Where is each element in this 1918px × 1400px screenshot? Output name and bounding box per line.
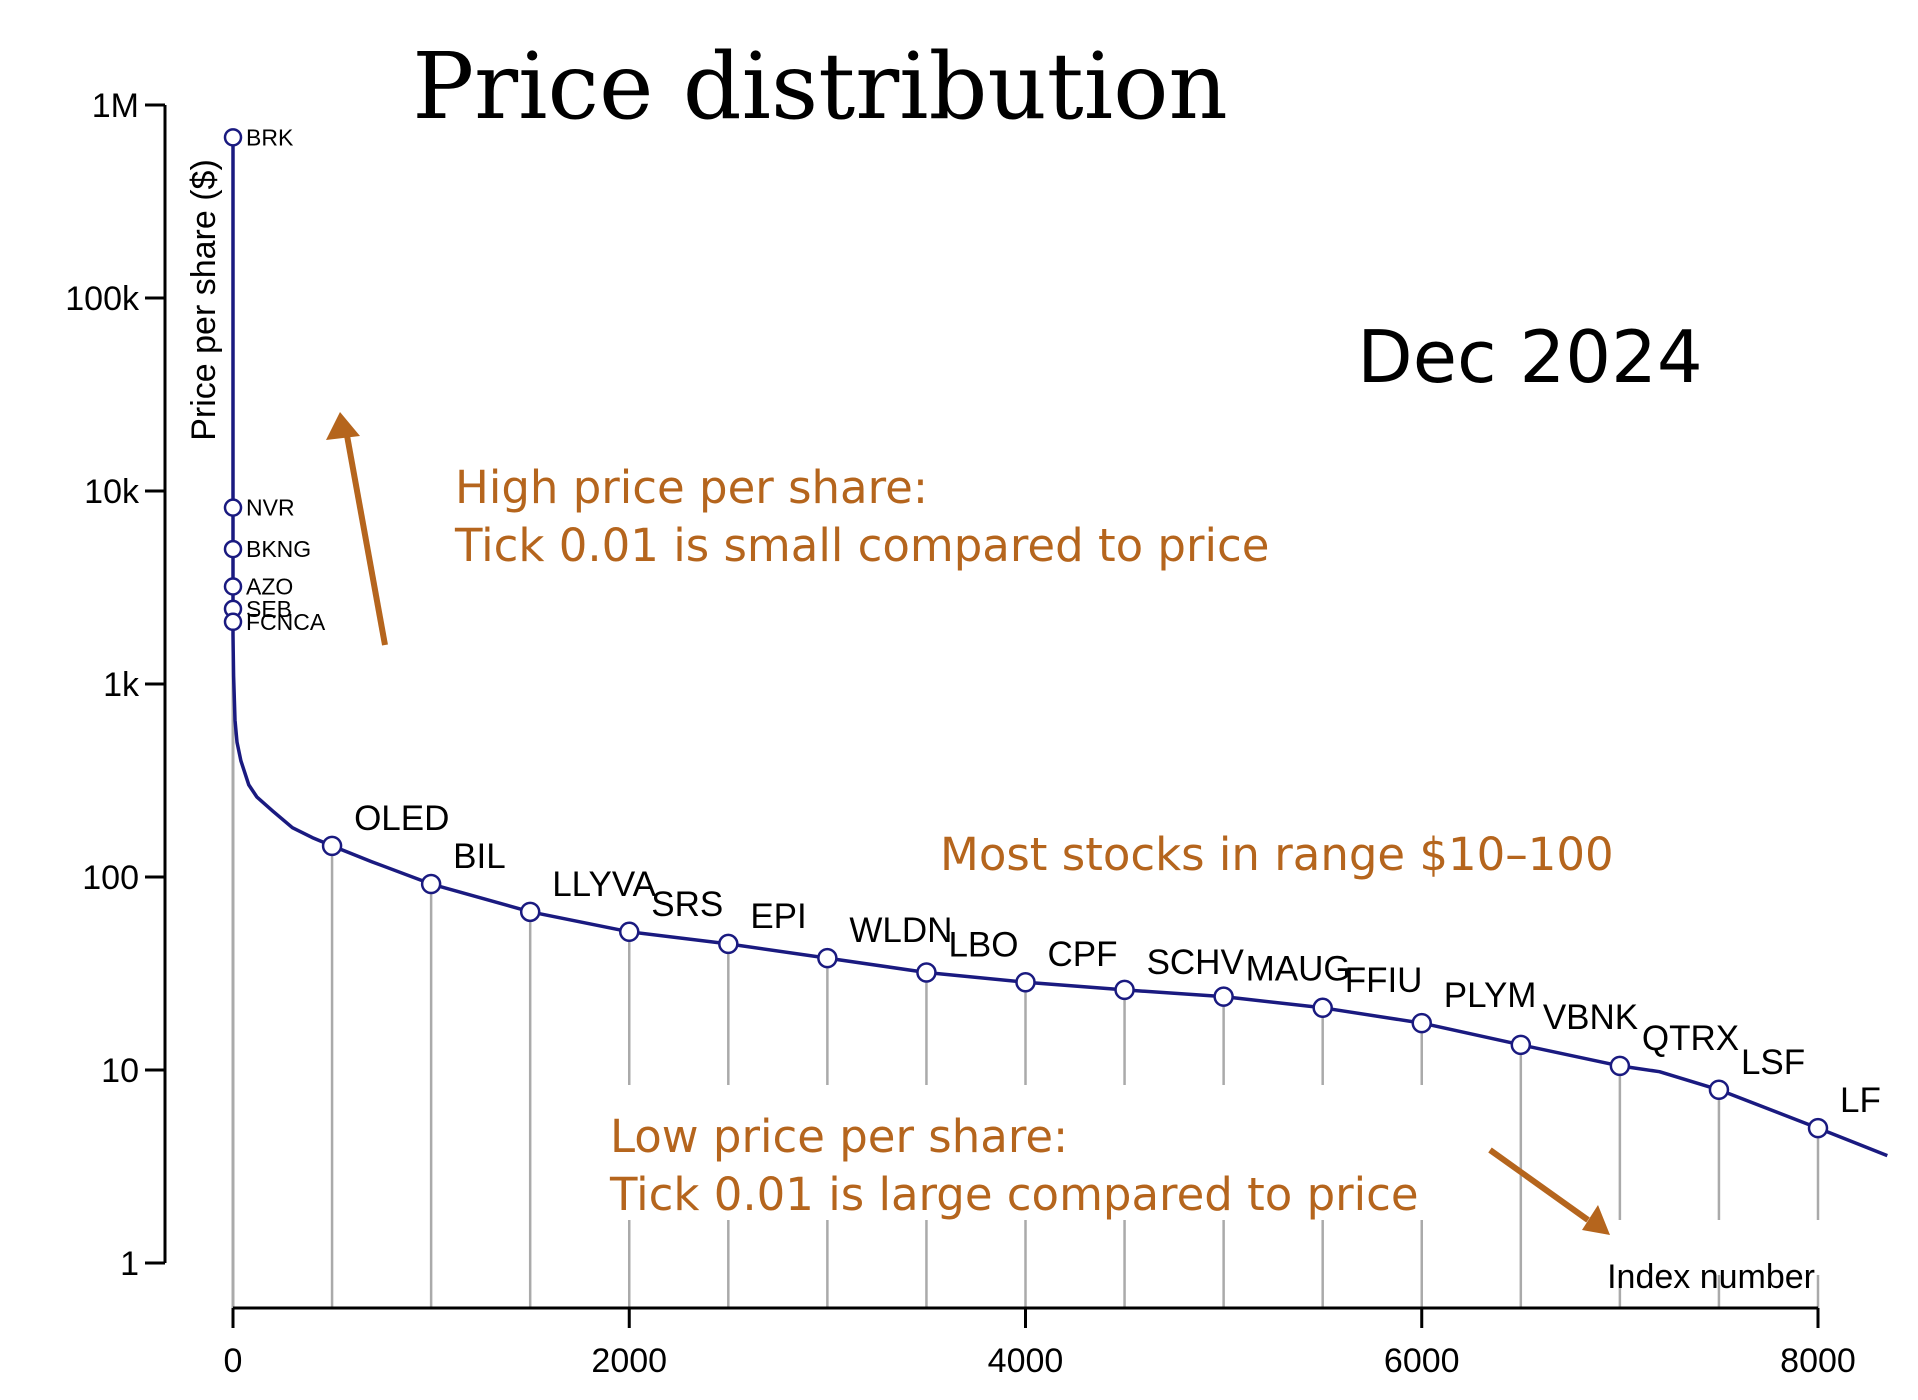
- price-curve: [231, 137, 1888, 1158]
- point-label-fcnca: FCNCA: [246, 609, 326, 635]
- data-point-vbnk: [1510, 1034, 1532, 1056]
- data-point-maug: [1213, 986, 1234, 1007]
- annotation-mid: Most stocks in range $10–100: [940, 828, 1614, 881]
- data-point-brk: [223, 128, 243, 147]
- point-label-seb: SEB: [246, 596, 292, 622]
- axes: 1 10 100 1k 10k 100k 1M 0 2000 4000 6000 8000: [65, 87, 1856, 1380]
- data-point-oled: [321, 835, 343, 857]
- x-tick-label: 8000: [1780, 1342, 1856, 1380]
- point-label-lf: LF: [1840, 1081, 1881, 1120]
- y-tick-label: 1: [120, 1245, 139, 1283]
- chart-title: Price distribution: [412, 33, 1228, 140]
- point-label-bil: BIL: [453, 837, 506, 876]
- y-tick-label: 10: [101, 1052, 139, 1090]
- y-tick-label: 10k: [84, 473, 140, 511]
- x-axis-label: Index number: [1607, 1258, 1815, 1296]
- point-label-bkng: BKNG: [246, 536, 311, 562]
- data-point-azo: [223, 577, 243, 596]
- annotation-high-line2: Tick 0.01 is small compared to price: [454, 519, 1269, 572]
- point-label-lbo: LBO: [948, 926, 1018, 965]
- data-point-srs: [619, 921, 640, 943]
- y-tick-label: 1M: [92, 87, 139, 125]
- data-point-bil: [420, 873, 442, 895]
- point-label-cpf: CPF: [1048, 935, 1118, 974]
- data-point-qtrx: [1609, 1055, 1631, 1077]
- point-label-plym: PLYM: [1444, 976, 1537, 1015]
- data-point-wldn: [817, 947, 838, 969]
- point-label-schv: SCHV: [1147, 943, 1245, 982]
- point-label-oled: OLED: [354, 799, 449, 838]
- arrow-up-icon: [326, 412, 388, 646]
- y-axis-label: Price per share ($): [185, 159, 223, 441]
- y-tick-label: 100k: [65, 280, 140, 318]
- data-point-lf: [1807, 1117, 1829, 1139]
- data-point-schv: [1114, 979, 1135, 1001]
- point-label-wldn: WLDN: [849, 911, 952, 950]
- data-point-ffiu: [1312, 997, 1333, 1019]
- data-point-lbo: [916, 962, 937, 983]
- point-label-maug: MAUG: [1246, 950, 1351, 989]
- data-point-nvr: [223, 498, 243, 517]
- point-label-lsf: LSF: [1741, 1043, 1805, 1082]
- series: [231, 137, 1888, 1158]
- arrow-down-icon: [1488, 1147, 1610, 1235]
- point-label-ffiu: FFIU: [1345, 961, 1423, 1000]
- point-label-nvr: NVR: [246, 495, 295, 521]
- point-label-vbnk: VBNK: [1543, 998, 1638, 1037]
- x-tick-label: 2000: [591, 1342, 667, 1380]
- x-tick-label: 0: [224, 1342, 243, 1380]
- period-label: Dec 2024: [1357, 315, 1702, 399]
- annotation-low-line2: Tick 0.01 is large compared to price: [609, 1168, 1419, 1221]
- point-label-brk: BRK: [246, 124, 294, 150]
- annotation-high-line1: High price per share:: [455, 461, 928, 514]
- y-tick-label: 100: [82, 859, 139, 897]
- data-point-plym: [1411, 1012, 1432, 1034]
- x-tick-label: 6000: [1384, 1342, 1460, 1380]
- data-point-epi: [718, 933, 739, 955]
- x-tick-label: 4000: [988, 1342, 1064, 1380]
- point-label-epi: EPI: [750, 897, 806, 936]
- point-label-azo: AZO: [246, 574, 293, 600]
- annotation-low-line1: Low price per share:: [610, 1110, 1068, 1163]
- data-point-lsf: [1708, 1079, 1730, 1101]
- point-label-llyva: LLYVA: [552, 865, 656, 904]
- data-point-cpf: [1015, 971, 1036, 993]
- point-label-qtrx: QTRX: [1642, 1019, 1739, 1058]
- point-label-srs: SRS: [651, 885, 723, 924]
- droplines: [231, 634, 1820, 1308]
- data-point-llyva: [519, 901, 541, 923]
- data-point-fcnca: [223, 612, 243, 632]
- data-point-bkng: [223, 539, 243, 559]
- y-tick-label: 1k: [103, 666, 140, 704]
